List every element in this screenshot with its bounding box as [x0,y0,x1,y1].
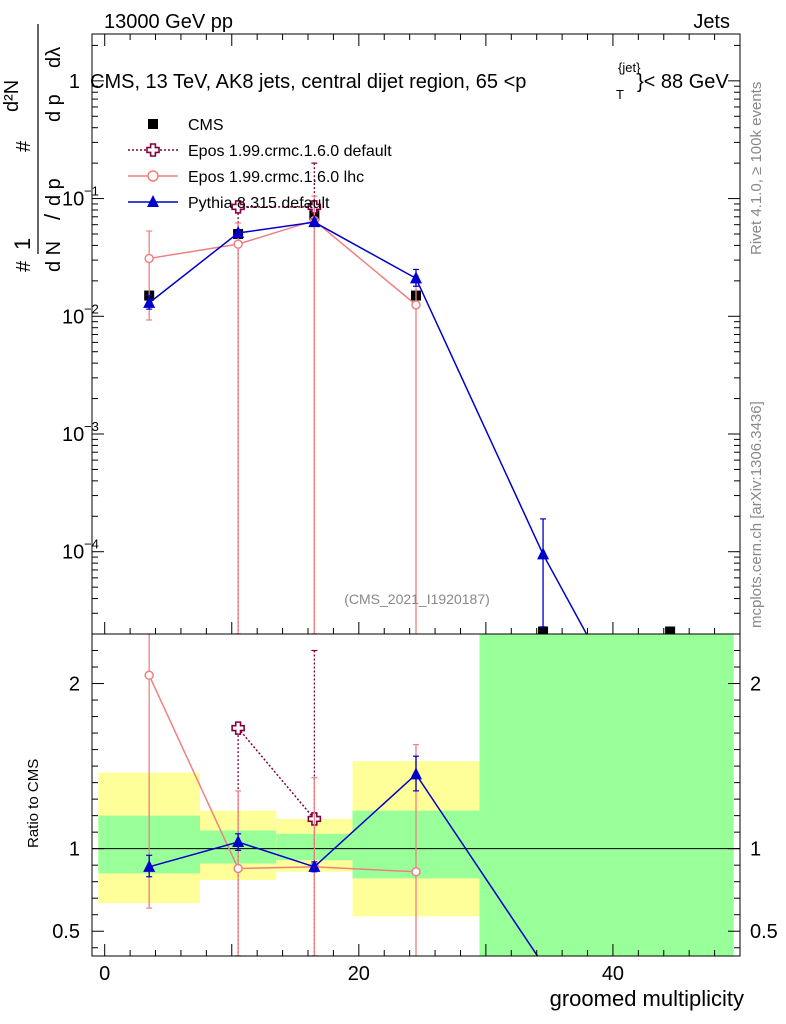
ratio-epos-1-99-crmc-1-6-0-lhc-line [148,674,417,873]
legend: CMS Epos 1.99.crmc.1.6.0 default Epos 1.99… [128,117,392,212]
chart-title-post: }< 88 GeV [637,71,729,93]
legend-label-2: Epos 1.99.crmc.1.6.0 lhc [188,169,364,186]
ylabel-dpT: d p [43,178,65,206]
main-epos-1-99-crmc-1-6-0-lhc-point-0 [144,253,154,264]
main-ytick-exp-1: −1 [84,184,99,199]
rivet-label: Rivet 4.1.0, ≥ 100k events [748,82,765,255]
main-series [143,162,676,634]
ratio-epos-1-99-crmc-1-6-0-lhc-point-1 [233,863,243,874]
main-ytick-label-1: 10 [62,189,84,211]
ratio-pythia-8-315-default-point-0 [143,859,156,872]
ratio-axes: 0.5 0.51 12 20 20 40 [52,633,778,985]
legend-marker-2 [147,170,159,182]
main-epos-1-99-crmc-1-6-0-lhc-line [149,219,417,306]
ratio-ytick-label-left-1: 1 [69,839,80,861]
main-pythia-8-315-default-point-2 [308,215,321,228]
chart-title-sup: {jet} [618,60,641,75]
legend-marker-1 [146,143,160,157]
ratio-pythia-8-315-default-point-4 [537,957,549,969]
main-epos-1-99-crmc-1-6-0-lhc-point-1 [233,239,243,249]
main-pythia-8-315-default-point-4 [537,547,550,560]
ratio-pythia-8-315-default-point-1 [232,835,245,848]
main-ytick-label-3: 10 [62,424,84,446]
header-right: Jets [693,11,730,33]
legend-marker-3 [147,195,159,207]
ylabel-slash: / [40,213,65,220]
main-epos-1-99-crmc-1-6-0-default-point-0 [231,200,245,214]
ylabel-one: 1 [10,238,35,250]
legend-marker-0 [148,119,158,129]
analysis-id: (CMS_2021_I1920187) [344,591,490,607]
x-axis-label: groomed multiplicity [550,986,744,1011]
main-pythia-8-315-default-point-1 [232,225,245,238]
mcplots-label: mcplots.cern.ch [arXiv:1306.3436] [748,401,765,628]
ratio-ylabel: Ratio to CMS [25,759,42,848]
ylabel-lambda: dλ [43,47,65,68]
main-ytick-label-4: 10 [62,542,84,564]
main-pythia-8-315-default-point-3 [410,271,422,284]
main-cms-point-5 [665,626,676,634]
ratio-ytick-label-right-0: 0.5 [750,921,778,943]
main-ytick-label-0: 1 [69,71,80,93]
x-tick-label-2: 40 [602,963,624,985]
ylabel-dN: d N [43,241,65,272]
chart-title-pre: CMS, 13 TeV, AK8 jets, central dijet reg… [90,71,526,93]
main-ytick-exp-4: −4 [84,537,99,552]
x-tick-label-0: 0 [99,963,110,985]
main-ytick-exp-3: −3 [84,419,99,434]
ratio-ytick-label-right-1: 1 [750,839,761,861]
ratio-ytick-label-left-0: 0.5 [52,921,80,943]
main-pythia-8-315-default-point-0 [143,295,156,308]
legend-label-0: CMS [188,117,224,134]
main-ytick-exp-2: −2 [84,301,99,316]
main-axes: 110−110−210−310−4 [62,33,741,635]
ratio-epos-1-99-crmc-1-6-0-lhc-point-3 [411,867,421,877]
ratio-ytick-label-left-2: 2 [69,674,80,696]
main-ytick-label-2: 10 [62,306,84,328]
x-tick-label-1: 20 [348,963,370,985]
ylabel-d2N: d²N [1,80,23,112]
ylabel-hash: # [13,260,35,272]
ratio-pythia-8-315-default-point-2 [308,859,321,872]
chart-title: CMS, 13 TeV, AK8 jets, central dijet reg… [90,71,526,93]
legend-label-3: Pythia 8.315 default [188,195,330,212]
main-cms-point-4 [538,626,549,634]
ratio-series [143,634,549,969]
header-left: 13000 GeV pp [104,11,233,33]
ylabel-dpT2: d p [43,94,65,122]
y-axis-label: # 1 d N / d p # d²N d p dλ [1,24,65,272]
ratio-epos-1-99-crmc-1-6-0-default-point-0 [231,721,245,735]
main-pythia-8-315-default-line [148,221,588,634]
ratio-epos-1-99-crmc-1-6-0-lhc-point-0 [144,670,154,681]
main-epos-1-99-crmc-1-6-0-lhc-point-3 [411,300,421,310]
ratio-epos-1-99-crmc-1-6-0-default-line [237,727,315,820]
ylabel-hash2: # [13,140,35,152]
ratio-frame [91,633,741,957]
legend-label-1: Epos 1.99.crmc.1.6.0 default [188,143,392,160]
ratio-pythia-8-315-default-point-3 [410,767,422,780]
ratio-band-stat-4 [479,634,734,956]
ratio-ytick-label-right-2: 2 [750,674,761,696]
chart-title-sub: T [616,87,624,102]
